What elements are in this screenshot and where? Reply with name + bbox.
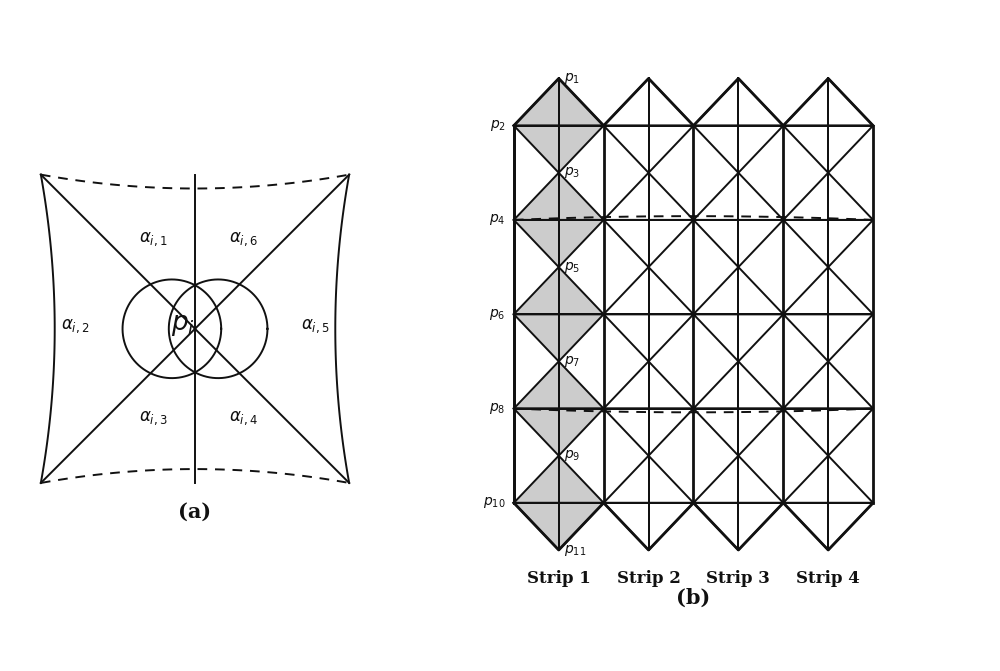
Text: $p_8$: $p_8$ [489, 401, 506, 416]
Polygon shape [514, 314, 604, 362]
Text: Strip 1: Strip 1 [527, 570, 591, 587]
Text: Strip 4: Strip 4 [796, 570, 860, 587]
Text: $p_i$: $p_i$ [171, 313, 195, 338]
Polygon shape [514, 267, 604, 314]
Text: $p_{10}$: $p_{10}$ [483, 495, 506, 511]
Text: Strip 3: Strip 3 [706, 570, 770, 587]
Polygon shape [514, 456, 604, 503]
Polygon shape [514, 409, 604, 456]
Polygon shape [514, 79, 604, 125]
Text: $\alpha_{i,2}$: $\alpha_{i,2}$ [61, 317, 89, 335]
Text: $p_6$: $p_6$ [489, 307, 506, 321]
Text: $p_9$: $p_9$ [564, 448, 580, 463]
Polygon shape [514, 503, 604, 550]
Polygon shape [514, 172, 604, 220]
Polygon shape [514, 362, 604, 409]
Text: $p_1$: $p_1$ [564, 71, 580, 86]
Text: $p_3$: $p_3$ [564, 165, 580, 180]
Text: $\alpha_{i,1}$: $\alpha_{i,1}$ [139, 231, 167, 248]
Text: $p_4$: $p_4$ [489, 213, 506, 227]
Text: $\alpha_{i,3}$: $\alpha_{i,3}$ [139, 409, 167, 427]
Text: $p_5$: $p_5$ [564, 260, 580, 274]
Text: $\alpha_{i,5}$: $\alpha_{i,5}$ [301, 317, 330, 335]
Polygon shape [514, 220, 604, 267]
Polygon shape [514, 125, 604, 172]
Text: $p_2$: $p_2$ [490, 118, 506, 133]
Text: (a): (a) [178, 501, 212, 521]
Text: $p_7$: $p_7$ [564, 354, 580, 369]
Text: Strip 2: Strip 2 [617, 570, 681, 587]
Text: $p_{11}$: $p_{11}$ [564, 543, 586, 558]
Text: $\alpha_{i,6}$: $\alpha_{i,6}$ [229, 231, 258, 248]
Text: (b): (b) [676, 588, 711, 608]
Text: $\alpha_{i,4}$: $\alpha_{i,4}$ [229, 409, 258, 427]
